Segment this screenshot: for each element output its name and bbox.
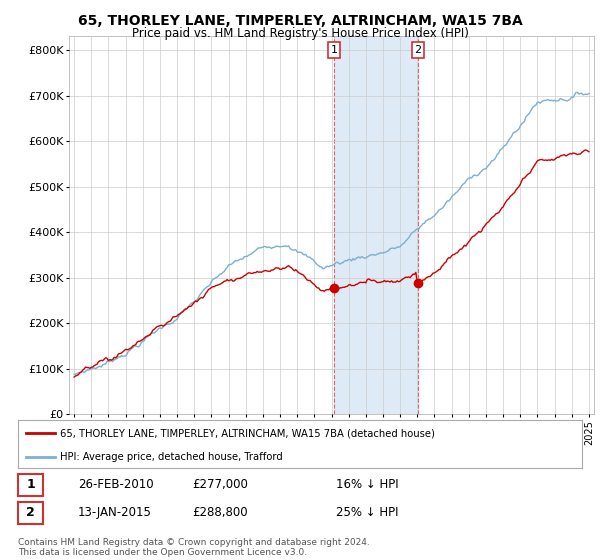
Text: 16% ↓ HPI: 16% ↓ HPI [336,478,398,492]
Text: Contains HM Land Registry data © Crown copyright and database right 2024.
This d: Contains HM Land Registry data © Crown c… [18,538,370,557]
Text: 26-FEB-2010: 26-FEB-2010 [78,478,154,492]
Text: 1: 1 [331,45,338,55]
Text: 1: 1 [26,478,35,492]
Text: 65, THORLEY LANE, TIMPERLEY, ALTRINCHAM, WA15 7BA: 65, THORLEY LANE, TIMPERLEY, ALTRINCHAM,… [77,14,523,28]
Text: £288,800: £288,800 [192,506,248,520]
Text: 25% ↓ HPI: 25% ↓ HPI [336,506,398,520]
Bar [334,36,418,414]
Text: Price paid vs. HM Land Registry's House Price Index (HPI): Price paid vs. HM Land Registry's House … [131,27,469,40]
Text: 2: 2 [415,45,422,55]
Text: 13-JAN-2015: 13-JAN-2015 [78,506,152,520]
Text: 65, THORLEY LANE, TIMPERLEY, ALTRINCHAM, WA15 7BA (detached house): 65, THORLEY LANE, TIMPERLEY, ALTRINCHAM,… [60,428,435,438]
Text: 2: 2 [26,506,35,520]
Text: £277,000: £277,000 [192,478,248,492]
Text: HPI: Average price, detached house, Trafford: HPI: Average price, detached house, Traf… [60,452,283,462]
